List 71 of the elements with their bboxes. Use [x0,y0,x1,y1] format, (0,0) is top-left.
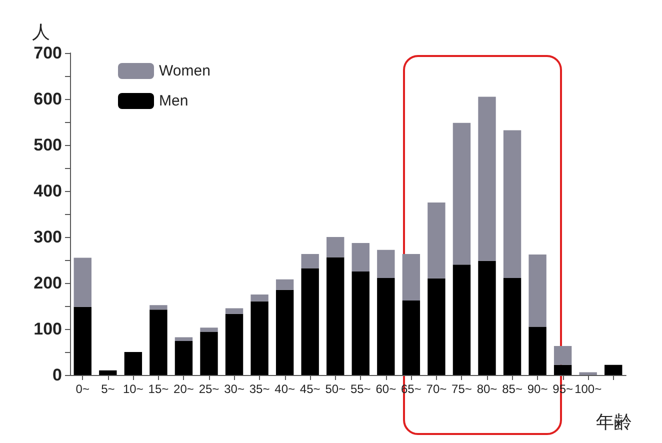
bar [174,340,193,375]
x-tick-label: 80~ [476,382,498,396]
x-tick-label: 35~ [249,382,270,396]
x-tick-label: 100~ [574,382,602,396]
bar [276,279,294,290]
bar [200,328,218,332]
bar [200,332,218,375]
bar [225,314,244,375]
x-tick-label: 30~ [224,382,244,396]
bar [301,254,319,268]
x-tick-label: 15~ [148,382,169,396]
bar [503,278,522,375]
bar [74,258,92,307]
bar [428,278,446,375]
x-axis-title: 年齢 [596,412,632,432]
bar [250,301,268,375]
bar [402,254,420,300]
bar [225,308,244,314]
bar [150,305,168,310]
bar [74,306,92,375]
bar [150,310,168,375]
legend-label: Women [159,62,210,80]
x-tick-label: 75~ [452,382,472,396]
x-tick-label: 85~ [502,382,522,396]
bar [554,346,572,365]
x-tick-label: 40~ [274,382,295,396]
bar [326,257,344,375]
x-tick-label: 25~ [198,382,220,396]
x-tick-label: 70~ [426,382,447,396]
y-tick-label: 0 [52,366,62,384]
bar [301,268,319,375]
x-tick-label: 90~ [527,382,548,396]
x-tick-label: 0~ [76,382,90,396]
bar [428,202,446,278]
y-tick-label: 500 [34,136,62,154]
y-tick-label: 700 [34,44,62,62]
y-tick-label: 200 [34,274,62,292]
bar [352,242,370,272]
y-tick-label: 300 [34,228,62,246]
bar [99,370,117,375]
bar [452,122,471,265]
legend-label: Men [159,92,188,110]
bar [402,300,420,375]
y-axis-title: 人 [32,22,50,42]
bar [478,260,496,375]
bar [503,130,522,278]
x-tick-label: 20~ [174,382,194,396]
y-tick-label: 600 [34,90,62,108]
bar [326,237,344,258]
bar [604,364,622,375]
x-tick-label: 55~ [350,382,371,396]
bar [452,264,471,375]
bar [352,272,370,375]
bar [554,364,572,375]
bar [124,352,142,375]
x-tick-label: 60~ [376,382,396,396]
y-tick-label: 100 [34,320,62,338]
x-tick-label: 50~ [325,382,346,396]
bar [579,372,597,375]
bar [528,254,546,327]
y-tick-label: 400 [34,182,62,200]
bar [174,337,193,341]
bar [377,278,395,375]
bar [276,290,294,375]
bar [377,250,395,278]
bar [528,326,546,375]
x-tick-label: 10~ [123,382,144,396]
bar [250,294,268,302]
bar [478,96,496,261]
x-tick-label: 5~ [101,382,115,396]
x-tick-label: 45~ [300,382,320,396]
